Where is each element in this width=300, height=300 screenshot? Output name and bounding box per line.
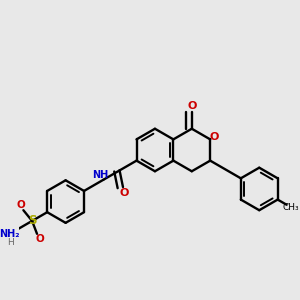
Text: CH₃: CH₃ xyxy=(283,203,299,212)
Text: O: O xyxy=(16,200,25,211)
Text: S: S xyxy=(28,214,36,227)
Text: O: O xyxy=(187,101,196,111)
Text: NH: NH xyxy=(92,170,109,180)
Text: NH₂: NH₂ xyxy=(0,229,20,239)
Text: H: H xyxy=(7,238,14,247)
Text: O: O xyxy=(210,132,219,142)
Text: O: O xyxy=(119,188,129,198)
Text: O: O xyxy=(35,233,44,244)
